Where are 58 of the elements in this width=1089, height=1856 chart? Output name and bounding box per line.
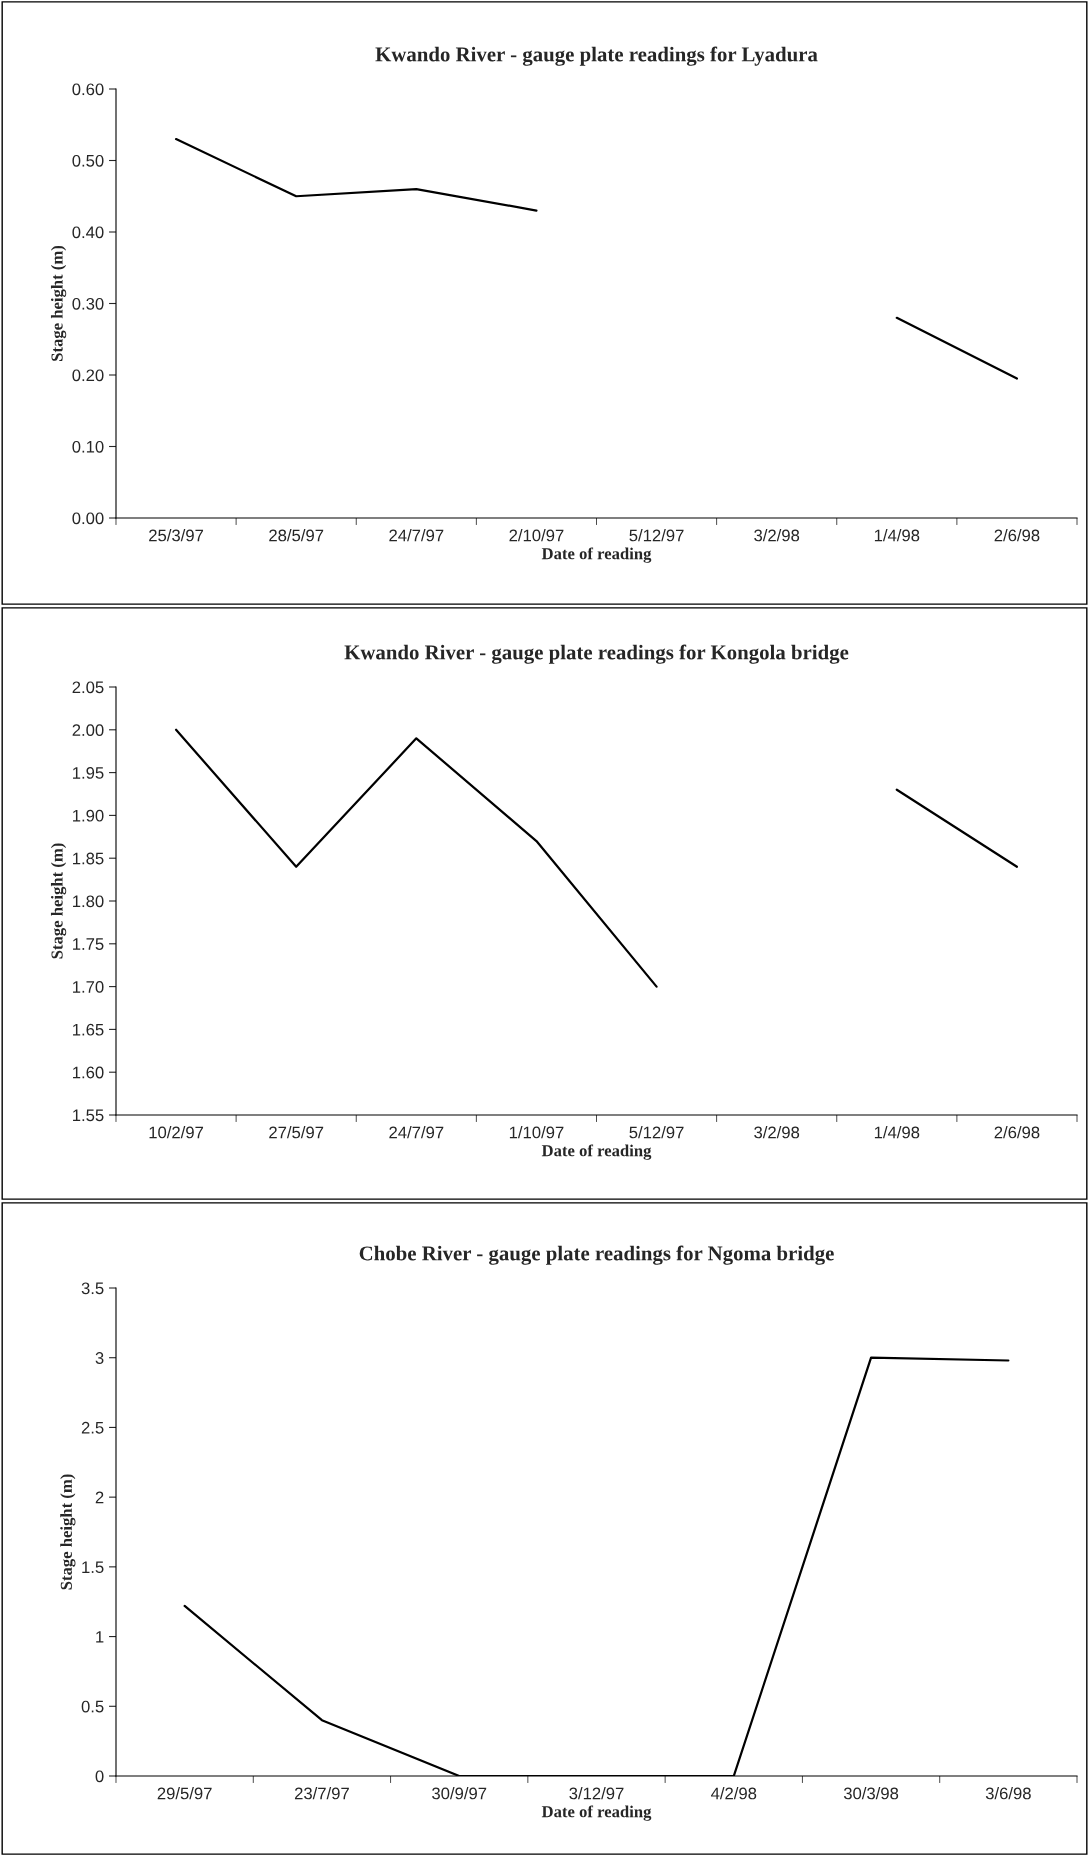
x-tick-label: 3/2/98 <box>754 529 800 542</box>
x-tick-label: 1/10/97 <box>509 1126 564 1139</box>
y-tick-label: 0.20 <box>72 369 104 382</box>
x-tick-label: 1/4/98 <box>874 529 920 542</box>
y-axis-title: Stage height (m) <box>50 843 67 959</box>
y-tick-label: 0.5 <box>81 1700 104 1713</box>
y-tick-label: 0 <box>95 1770 104 1783</box>
x-tick-label: 29/5/97 <box>157 1787 212 1800</box>
x-tick-label: 10/2/97 <box>149 1126 204 1139</box>
y-axis-title: Stage height (m) <box>50 245 67 361</box>
y-tick-label: 2.00 <box>72 724 104 736</box>
y-axis-title: Stage height (m) <box>60 1474 76 1590</box>
x-tick-label: 3/12/97 <box>569 1787 624 1800</box>
x-tick-label: 2/6/98 <box>994 529 1040 542</box>
y-tick-label: 1.5 <box>82 1561 104 1574</box>
y-tick-label: 1.85 <box>73 852 104 865</box>
chart-title: Chobe River - gauge plate readings for Ngoma bridge <box>359 1245 834 1265</box>
y-tick-label: 3.5 <box>81 1282 104 1295</box>
x-tick-label: 24/7/97 <box>389 1126 444 1139</box>
y-tick-label: 1.60 <box>73 1066 104 1079</box>
y-tick-label: 2.5 <box>81 1421 104 1434</box>
y-tick-label: 2 <box>95 1491 104 1504</box>
y-tick-label: 0.30 <box>72 297 104 310</box>
y-tick-label: 0.00 <box>72 512 104 525</box>
chart-title: Kwando River - gauge plate readings for Lyadura <box>375 46 818 66</box>
x-tick-label: 28/5/97 <box>269 529 324 542</box>
x-tick-label: 5/12/97 <box>629 1126 684 1139</box>
x-tick-label: 25/3/97 <box>149 529 204 542</box>
y-tick-label: 0.40 <box>72 226 104 239</box>
y-tick-label: 0.10 <box>72 440 104 453</box>
x-axis-title: Date of reading <box>541 547 652 563</box>
y-tick-label: 1.65 <box>73 1023 104 1036</box>
x-tick-label: 1/4/98 <box>874 1126 920 1139</box>
x-tick-label: 3/2/98 <box>754 1126 800 1139</box>
x-tick-label: 4/2/98 <box>711 1787 757 1800</box>
y-tick-label: 1.95 <box>73 767 104 779</box>
y-tick-label: 1 <box>96 1631 104 1643</box>
chart-title: Kwando River - gauge plate readings for Kongola bridge <box>344 644 849 664</box>
x-tick-label: 5/12/97 <box>629 529 684 542</box>
x-tick-label: 23/7/97 <box>294 1787 349 1800</box>
y-tick-label: 2.05 <box>72 681 104 694</box>
x-axis-title: Date of reading <box>541 1805 652 1821</box>
x-tick-label: 27/5/97 <box>269 1126 324 1139</box>
y-tick-label: 1.90 <box>73 809 104 822</box>
x-tick-label: 3/6/98 <box>985 1787 1031 1800</box>
x-tick-label: 30/9/97 <box>432 1787 487 1800</box>
x-tick-label: 24/7/97 <box>389 529 444 542</box>
x-tick-label: 30/3/98 <box>843 1787 899 1800</box>
y-tick-label: 1.55 <box>73 1109 104 1122</box>
x-axis-title: Date of reading <box>541 1144 652 1160</box>
x-tick-label: 2/6/98 <box>994 1126 1040 1139</box>
y-tick-label: 1.80 <box>73 895 104 908</box>
y-tick-label: 1.70 <box>73 981 104 993</box>
y-tick-label: 3 <box>95 1352 104 1364</box>
y-tick-label: 0.50 <box>72 154 104 167</box>
y-tick-label: 0.60 <box>72 83 104 96</box>
x-tick-label: 2/10/97 <box>509 529 564 542</box>
y-tick-label: 1.75 <box>73 938 104 950</box>
